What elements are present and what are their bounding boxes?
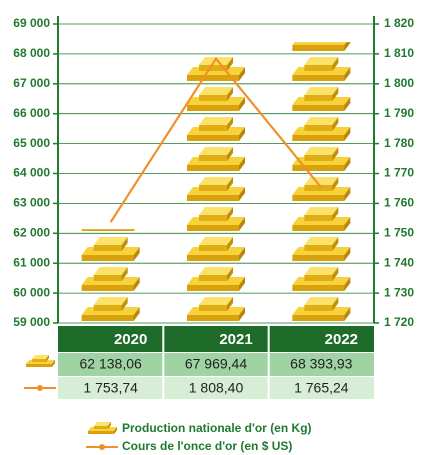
legend-dot (99, 444, 105, 450)
table-year: 2020 (114, 331, 147, 348)
table-year: 2021 (219, 331, 252, 348)
table-value: 67 969,44 (185, 356, 247, 372)
y2-tick-label: 1 730 (384, 285, 414, 299)
legend-label: Cours de l'once d'or (en $ US) (122, 439, 292, 453)
table-value: 1 808,40 (189, 380, 244, 396)
table-value: 62 138,06 (80, 356, 142, 372)
legend-icon (88, 422, 117, 434)
y2-tick-label: 1 760 (384, 196, 414, 210)
row-icon (26, 355, 55, 367)
y-tick-label: 63 000 (13, 196, 50, 210)
y2-tick-label: 1 790 (384, 106, 414, 120)
legend-label: Production nationale d'or (en Kg) (122, 421, 312, 435)
y2-tick-label: 1 720 (384, 315, 414, 329)
y2-tick-label: 1 740 (384, 255, 414, 269)
pictograph-bar (185, 55, 247, 323)
y-tick-label: 65 000 (13, 136, 50, 150)
y-tick-label: 61 000 (13, 255, 50, 269)
y-tick-label: 64 000 (13, 166, 50, 180)
table-value: 1 753,74 (83, 380, 138, 396)
y-tick-label: 66 000 (13, 106, 50, 120)
y2-tick-label: 1 780 (384, 136, 414, 150)
y-tick-label: 67 000 (13, 76, 50, 90)
table-value: 68 393,93 (290, 356, 352, 372)
y-tick-label: 60 000 (13, 285, 50, 299)
y-tick-label: 69 000 (13, 16, 50, 30)
y2-tick-label: 1 810 (384, 46, 414, 60)
table-value: 1 765,24 (294, 380, 349, 396)
y-tick-label: 59 000 (13, 315, 50, 329)
y-tick-label: 68 000 (13, 46, 50, 60)
row-icon-dot (37, 385, 43, 391)
pictograph-bar (80, 229, 142, 323)
y2-tick-label: 1 800 (384, 76, 414, 90)
y-tick-label: 62 000 (13, 225, 50, 239)
chart: 59 000 60 000 61 000 62 000 63 000 64 000 65 0… (0, 0, 423, 455)
y2-tick-label: 1 820 (384, 16, 414, 30)
y2-tick-label: 1 770 (384, 166, 414, 180)
y2-tick-label: 1 750 (384, 225, 414, 239)
table-year: 2022 (325, 331, 358, 348)
pictograph-bar (290, 42, 352, 323)
